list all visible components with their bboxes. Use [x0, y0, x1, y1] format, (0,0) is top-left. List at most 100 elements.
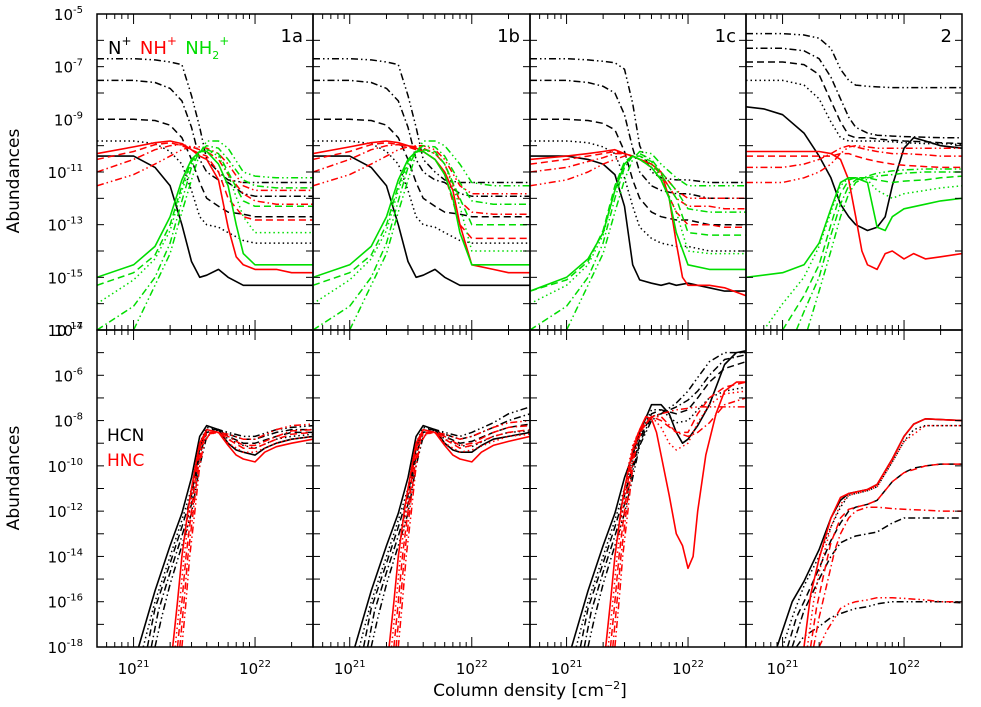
panel-bottom-1b: 1021 1022 [312, 329, 531, 678]
series-group [776, 417, 962, 647]
series-nplus-dashed [97, 118, 313, 218]
bottom-row: 1021 1022 10-4 10-6 10-8 10-10 10-12 10-14 10-16… [48, 321, 963, 678]
series-nh2plus-dashdotdot [806, 168, 962, 330]
series-nh2plus-dashed [313, 148, 530, 287]
series-nh2plus-dashdot [313, 144, 530, 330]
series-hnc-dashdot [812, 506, 962, 647]
series-hcn-dashdotdot [795, 600, 962, 647]
x-tick-label: 1022 [239, 659, 271, 678]
y-tick-label: 10-15 [48, 268, 83, 287]
series-hnc-dotted [806, 424, 962, 647]
panel-title: 1b [497, 26, 520, 47]
legend-entry-nh2plus: NH [185, 38, 212, 59]
panel-top-1c: 1c [529, 13, 747, 331]
series-nplus-solid [97, 155, 313, 287]
axis-labels: Abundances Abundances Column density [cm… [4, 129, 627, 701]
y-ticks [313, 329, 530, 648]
series-nh2plus-dotted [313, 148, 530, 305]
x-axis-label-exponent: −2 [604, 679, 620, 692]
x-axis-label-text: Column density [cm [433, 681, 604, 701]
series-nplus-dashdotdot [530, 57, 746, 184]
y-axis-label-top: Abundances [4, 129, 24, 234]
y-ticks [530, 329, 746, 648]
series-group [97, 57, 313, 330]
series-hcn-dotted [358, 426, 530, 647]
x-tick-label: 1022 [456, 659, 488, 678]
series-group [530, 57, 746, 330]
series-nplus-dotted [313, 140, 530, 244]
series-nh2plus-dashdotdot [565, 150, 746, 330]
series-nhplus-dashed [530, 150, 746, 228]
series-hnc-dotted [390, 431, 530, 647]
panel-frame [745, 329, 963, 648]
series-hnc-dashed [176, 431, 313, 647]
series-nhplus-solid [97, 140, 313, 274]
series-hnc-dashed [609, 381, 746, 647]
series-hnc-dotted [607, 390, 746, 647]
series-nhplus-dashdotdot [530, 155, 746, 200]
panel-frame [312, 329, 531, 648]
series-hcn-dotted [142, 426, 313, 647]
x-ticks [96, 14, 314, 330]
legend-bottom: HCN HNC [107, 426, 144, 471]
x-ticks [745, 14, 963, 330]
series-nhplus-dashed [313, 141, 530, 240]
y-axis-label-bottom: Abundances [4, 426, 24, 531]
x-tick-label: 1021 [767, 659, 799, 678]
legend-entry-nplus: N [108, 38, 121, 59]
series-nh2plus-dashdotdot [132, 140, 313, 330]
series-nplus-dotted [97, 140, 313, 244]
series-hcn-dashdot [583, 354, 746, 647]
series-nplus-dashdotdot [97, 57, 313, 184]
panel-frame [312, 13, 531, 331]
x-tick-label: 1022 [672, 659, 704, 678]
series-hnc-dashdot [612, 397, 746, 647]
legend-hcn: HCN [107, 426, 144, 446]
series-nh2plus-dotted [97, 148, 313, 305]
series-nplus-solid [313, 155, 530, 287]
series-hnc-solid [171, 428, 313, 647]
panel-bottom-2: 1021 1022 [745, 329, 963, 678]
x-ticks [96, 330, 314, 647]
series-nh2plus-solid [530, 155, 746, 292]
series-nh2plus-dashed [530, 155, 746, 292]
series-hnc-solid [388, 428, 530, 647]
series-hnc-dashdotdot [181, 423, 313, 647]
series-nplus-dashdot [746, 47, 962, 139]
y-tick-label: 10-10 [48, 457, 83, 476]
legend-entry-nhplus: NH [140, 38, 167, 59]
series-nplus-dashdot [97, 79, 313, 197]
series-group [746, 32, 962, 330]
panel-frame [96, 329, 314, 648]
series-nplus-dotted [746, 79, 962, 146]
x-tick-label: 1021 [551, 659, 583, 678]
series-nplus-dashdot [530, 79, 746, 200]
legend-top: N+ NH+ NH2+ [108, 34, 229, 62]
series-hnc-dashdot [395, 424, 530, 647]
y-ticks [97, 329, 313, 648]
series-hcn-dotted [781, 424, 962, 647]
series-nplus-solid [530, 155, 746, 292]
panel-frame [529, 13, 747, 331]
series-hnc-dotted [174, 431, 313, 647]
series-group [137, 423, 313, 647]
series-nplus-dashdotdot [746, 32, 962, 89]
legend-species-text: N+ NH+ NH2+ [108, 34, 229, 62]
y-tick-label: 10-13 [48, 216, 83, 235]
y-tick-label: 10-7 [54, 58, 83, 77]
series-hnc-dashed [393, 428, 530, 647]
series-nplus-dashdotdot [313, 57, 530, 184]
panel-title: 1a [281, 26, 303, 47]
x-ticks [312, 14, 531, 330]
x-tick-label: 1021 [334, 659, 366, 678]
y-tick-label: 10-16 [48, 593, 83, 612]
x-ticks [745, 330, 963, 647]
panel-top-1a: 1a 10-5 10-7 10-9 10-11 10-13 10-15 10-17 [48, 5, 314, 340]
series-nh2plus-dotted [530, 155, 746, 305]
y-ticks [530, 13, 746, 331]
series-nh2plus-dashed [97, 148, 313, 287]
series-nhplus-solid [530, 148, 746, 297]
series-hcn-dashed [579, 360, 746, 647]
series-nplus-solid [746, 106, 962, 232]
series-nh2plus-solid [746, 177, 962, 279]
